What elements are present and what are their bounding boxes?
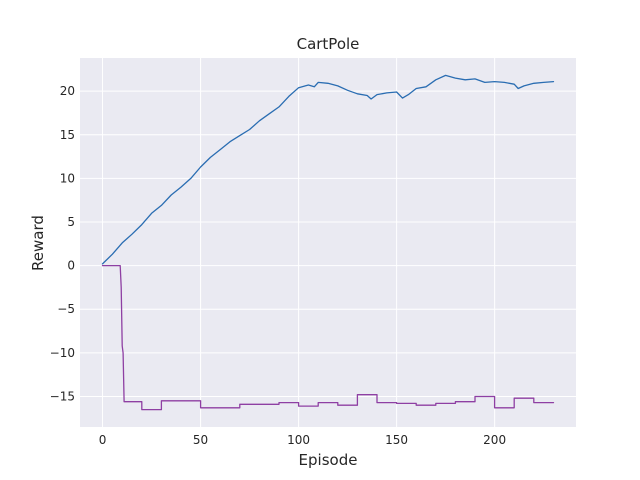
y-axis-label: Reward [29,215,47,271]
x-tick-label: 100 [287,433,310,447]
y-tick-label: 20 [60,84,75,98]
y-tick-label: 5 [67,215,75,229]
series-line-2 [101,264,555,411]
x-tick-label: 50 [193,433,208,447]
x-ticks: 0 50 100 150 200 [99,433,506,447]
x-tick-label: 150 [385,433,408,447]
y-tick-label: 0 [67,259,75,273]
y-tick-label: −15 [50,389,75,403]
plot-area [80,58,576,427]
y-tick-label: 15 [60,128,75,142]
y-tick-label: 10 [60,171,75,185]
y-ticks: −15 −10 −5 0 5 10 15 20 [50,84,75,403]
series-line-1 [101,74,555,265]
x-tick-label: 200 [483,433,506,447]
grid [80,58,576,427]
y-tick-label: −10 [50,346,75,360]
x-axis-label: Episode [299,451,358,469]
series-lines [101,74,555,411]
x-tick-label: 0 [99,433,107,447]
y-tick-label: −5 [57,302,75,316]
chart-title: CartPole [297,35,360,53]
